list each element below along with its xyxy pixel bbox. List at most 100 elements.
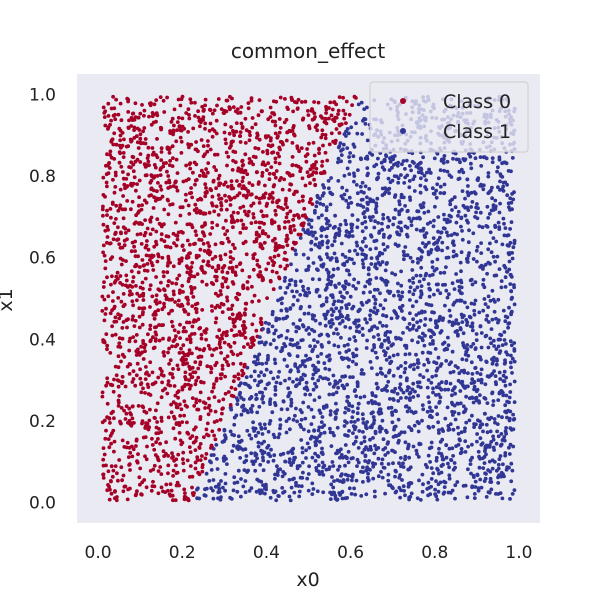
point-class-1 [456,209,461,214]
point-class-1 [397,461,401,466]
point-class-1 [380,165,385,170]
point-class-0 [129,207,133,212]
point-class-1 [487,490,492,495]
point-class-1 [326,277,331,282]
point-class-1 [456,431,461,436]
point-class-1 [457,176,462,181]
point-class-0 [146,332,150,337]
point-class-1 [304,353,308,358]
point-class-1 [478,477,483,482]
point-class-1 [465,205,470,210]
point-class-0 [104,180,109,185]
point-class-0 [201,144,206,149]
point-class-1 [340,490,344,495]
point-class-1 [450,393,454,398]
point-class-0 [145,422,150,426]
point-class-1 [386,478,391,483]
point-class-1 [311,487,316,491]
point-class-1 [342,343,347,348]
point-class-0 [192,286,197,290]
point-class-0 [314,160,318,164]
point-class-0 [126,125,131,130]
point-class-1 [330,243,335,248]
point-class-0 [271,171,276,176]
point-class-0 [158,441,163,446]
point-class-0 [119,118,124,123]
point-class-1 [347,233,352,238]
point-class-0 [301,221,306,226]
point-class-1 [393,242,398,247]
point-class-0 [169,410,174,415]
point-class-1 [403,343,407,348]
point-class-1 [417,380,422,385]
point-class-0 [267,196,271,201]
point-class-1 [273,328,278,333]
point-class-1 [426,480,431,485]
point-class-0 [250,322,255,327]
point-class-0 [114,97,118,102]
point-class-1 [259,448,263,453]
point-class-0 [204,282,209,287]
point-class-1 [339,159,343,164]
point-class-1 [287,478,292,482]
point-class-1 [476,486,481,491]
point-class-0 [239,105,244,109]
point-class-1 [511,444,516,449]
point-class-0 [156,457,161,462]
point-class-1 [346,364,351,369]
point-class-0 [193,306,198,311]
point-class-0 [134,438,139,443]
point-class-0 [126,144,131,149]
point-class-1 [392,427,396,432]
point-class-0 [150,294,155,299]
point-class-1 [347,302,351,307]
point-class-0 [120,374,125,379]
point-class-1 [294,483,298,488]
point-class-1 [361,480,365,484]
point-class-1 [354,478,359,483]
point-class-1 [382,338,387,343]
point-class-1 [427,240,431,245]
point-class-0 [112,439,117,444]
point-class-0 [337,95,342,99]
point-class-0 [328,100,333,105]
point-class-1 [264,367,269,372]
point-class-0 [111,237,116,242]
point-class-0 [154,293,159,298]
point-class-1 [256,383,260,388]
point-class-1 [371,199,376,204]
point-class-0 [173,300,178,304]
point-class-1 [512,349,517,353]
point-class-1 [364,225,368,230]
point-class-0 [165,169,169,174]
point-class-0 [219,351,224,355]
point-class-1 [491,359,496,363]
point-class-0 [237,191,242,196]
point-class-1 [411,280,416,285]
point-class-0 [329,113,334,118]
point-class-0 [283,220,287,224]
point-class-0 [187,145,191,150]
point-class-0 [166,186,171,190]
point-class-1 [450,197,454,202]
point-class-1 [391,222,396,227]
point-class-0 [278,95,283,100]
point-class-1 [346,460,351,465]
point-class-1 [486,191,491,196]
point-class-1 [285,364,290,368]
point-class-1 [261,458,266,463]
point-class-1 [428,405,432,410]
point-class-1 [280,486,285,490]
point-class-1 [489,415,494,420]
point-class-1 [501,393,506,398]
point-class-1 [360,412,365,417]
point-class-0 [104,383,108,388]
point-class-1 [344,188,349,193]
point-class-0 [130,299,135,304]
point-class-1 [439,463,444,468]
point-class-1 [329,444,334,448]
point-class-1 [291,322,296,326]
point-class-0 [193,466,198,471]
point-class-0 [243,307,248,311]
point-class-0 [126,455,131,459]
